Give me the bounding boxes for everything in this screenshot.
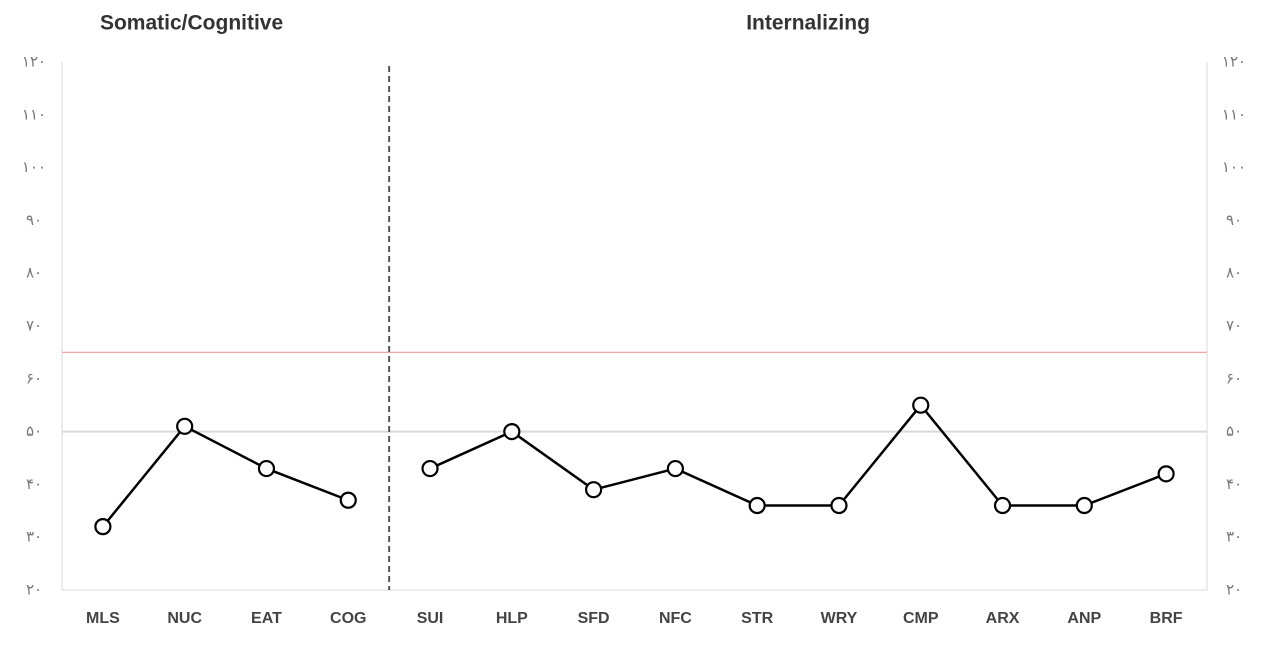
y-tick-label: ۴۰ <box>26 475 42 493</box>
x-tick-label: NFC <box>659 610 692 627</box>
x-tick-label: MLS <box>86 610 120 627</box>
point <box>830 496 848 515</box>
point <box>1075 496 1093 515</box>
y-tick-label-right: ۱۰۰ <box>1222 158 1246 176</box>
group-title: Internalizing <box>746 12 870 35</box>
point <box>421 459 439 478</box>
y-tick-label: ۱۱۰ <box>22 105 46 123</box>
point <box>585 481 603 499</box>
x-tick-label: ARX <box>986 610 1020 627</box>
y-tick-label: ۵۰ <box>26 422 42 440</box>
point <box>94 518 112 536</box>
point <box>993 496 1012 515</box>
x-tick-label: ANP <box>1067 610 1101 627</box>
x-tick-label: HLP <box>496 610 528 627</box>
y-tick-label: ۳۰ <box>26 528 42 546</box>
point <box>503 423 521 441</box>
y-tick-label-right: ۱۲۰ <box>1222 53 1246 71</box>
y-tick-label-right: ۸۰ <box>1226 264 1242 282</box>
x-tick-label: SUI <box>417 610 444 627</box>
y-tick-label: ۶۰ <box>26 369 42 387</box>
y-tick-label-right: ۹۰ <box>1226 211 1242 229</box>
y-tick-label-right: ۷۰ <box>1226 317 1242 335</box>
y-tick-label: ۲۰ <box>26 581 42 599</box>
y-tick-label-right: ۱۱۰ <box>1222 105 1246 123</box>
x-tick-label: COG <box>330 610 366 627</box>
x-tick-label: WRY <box>821 610 858 627</box>
group-title: Somatic/Cognitive <box>100 12 283 35</box>
y-tick-label: ۸۰ <box>26 264 42 282</box>
point <box>176 417 194 435</box>
point <box>339 491 357 509</box>
y-tick-label: ۷۰ <box>26 317 42 335</box>
y-tick-label-right: ۴۰ <box>1226 475 1242 493</box>
y-tick-label: ۹۰ <box>26 211 42 229</box>
series-line <box>429 403 1167 507</box>
point <box>1157 465 1175 483</box>
y-tick-label: ۱۲۰ <box>22 53 46 71</box>
y-tick-label: ۱۰۰ <box>22 158 46 176</box>
point <box>666 459 684 478</box>
y-tick-label-right: ۳۰ <box>1226 528 1242 546</box>
x-tick-label: EAT <box>251 610 282 627</box>
x-tick-label: SFD <box>578 610 610 627</box>
x-tick-label: NUC <box>167 610 202 627</box>
series-line <box>101 424 349 528</box>
x-tick-label: STR <box>741 610 773 627</box>
x-tick-label: CMP <box>903 610 939 627</box>
point <box>912 396 930 414</box>
y-tick-label-right: ۶۰ <box>1226 369 1242 387</box>
y-tick-label-right: ۵۰ <box>1226 422 1242 440</box>
x-tick-label: BRF <box>1150 610 1183 627</box>
point <box>257 459 276 478</box>
y-tick-label-right: ۲۰ <box>1226 581 1242 599</box>
point <box>748 496 766 515</box>
